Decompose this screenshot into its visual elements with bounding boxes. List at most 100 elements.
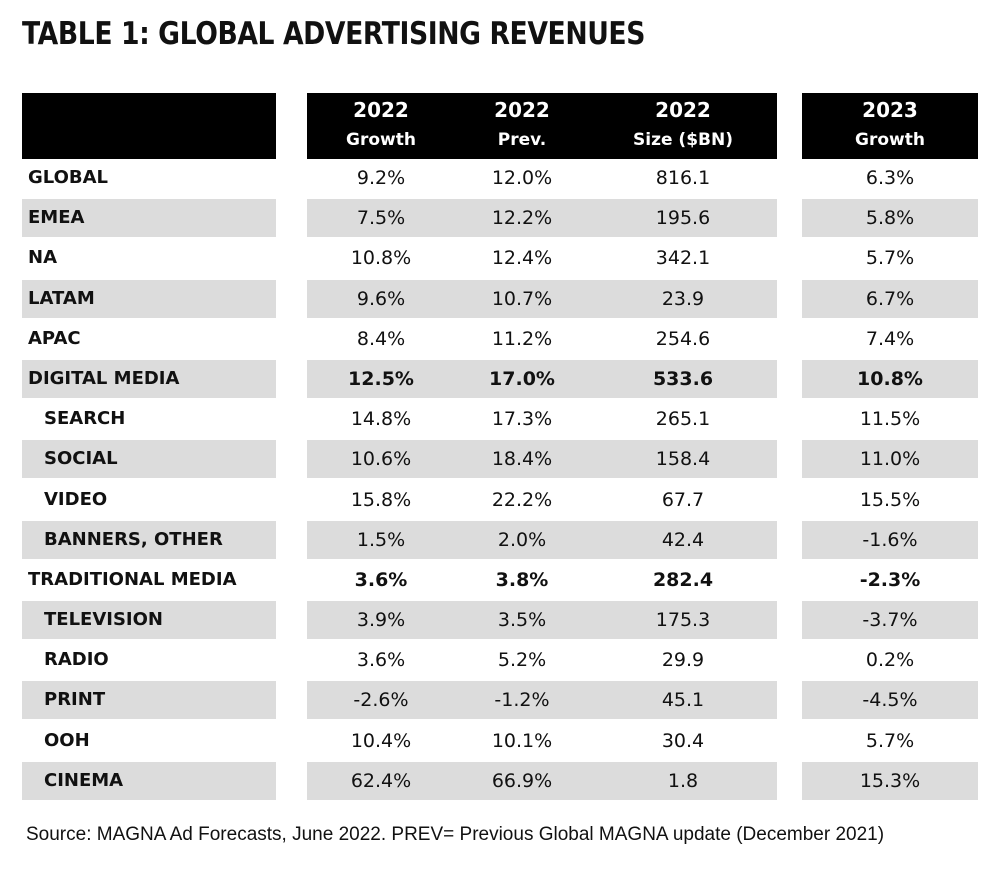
row-label: NA: [22, 239, 276, 277]
size-2022-cell: 282.4: [652, 568, 714, 591]
row-label-text: NA: [28, 247, 57, 269]
row-label: TRADITIONAL MEDIA: [22, 561, 276, 599]
row-label-text: PRINT: [44, 689, 106, 711]
row-label-text: VIDEO: [44, 488, 108, 510]
row-label: SEARCH: [22, 400, 276, 438]
growth-2023-cell: 15.3%: [802, 761, 978, 800]
size-2022-cell: 158.4: [589, 440, 777, 479]
growth-2022-cell: 10.4%: [350, 729, 412, 752]
size-2022-cell: 45.1: [589, 681, 777, 720]
growth-2022-cell: 12.5%: [307, 359, 455, 398]
row-label-text: TRADITIONAL MEDIA: [28, 568, 237, 590]
header-year: 2023: [862, 98, 918, 122]
table-row: BANNERS, OTHER 1.5% 2.0% 42.4 -1.6%: [22, 520, 978, 561]
header-year: 2022: [655, 98, 711, 122]
row-label-text: SEARCH: [44, 408, 126, 430]
growth-2023-cell: 6.7%: [802, 279, 978, 318]
growth-2023-cell: 0.2%: [865, 649, 915, 672]
size-2022-cell: 30.4: [661, 729, 705, 752]
row-label: EMEA: [22, 199, 276, 238]
table-row: OOH 10.4% 10.1% 30.4 5.7%: [22, 722, 978, 762]
header-growth-2022: 2022 Growth: [307, 93, 455, 159]
table-row: APAC 8.4% 11.2% 254.6 7.4%: [22, 320, 978, 360]
header-year: 2022: [353, 98, 409, 122]
row-label-text: OOH: [44, 729, 90, 751]
size-2022-cell: 23.9: [589, 279, 777, 318]
table-row: VIDEO 15.8% 22.2% 67.7 15.5%: [22, 481, 978, 521]
growth-2023-cell: -3.7%: [802, 601, 978, 640]
prev-2022-cell: 12.4%: [491, 247, 553, 270]
prev-2022-cell: 66.9%: [455, 761, 589, 800]
size-2022-cell: 265.1: [655, 408, 711, 431]
prev-2022-cell: 12.0%: [491, 167, 553, 189]
prev-2022-cell: 5.2%: [497, 649, 547, 672]
header-sub: Growth: [855, 130, 925, 150]
prev-2022-cell: 3.5%: [455, 601, 589, 640]
row-label-text: GLOBAL: [28, 167, 109, 188]
growth-2023-cell: 11.0%: [802, 440, 978, 479]
prev-2022-cell: -1.2%: [455, 681, 589, 720]
table-row: PRINT -2.6% -1.2% 45.1 -4.5%: [22, 681, 978, 721]
row-label-text: APAC: [28, 327, 81, 349]
size-2022-cell: 195.6: [589, 199, 777, 238]
row-label-text: RADIO: [44, 649, 109, 671]
size-2022-cell: 175.3: [589, 601, 777, 640]
growth-2022-cell: 7.5%: [307, 199, 455, 238]
size-2022-cell: 342.1: [655, 247, 711, 270]
growth-2023-cell: -2.3%: [859, 568, 921, 591]
header-prev-2022: 2022 Prev.: [455, 93, 589, 159]
row-label-text: LATAM: [28, 287, 95, 309]
growth-2022-cell: 9.6%: [307, 279, 455, 318]
row-label-text: SOCIAL: [44, 448, 118, 470]
table-row: CINEMA 62.4% 66.9% 1.8 15.3%: [22, 761, 978, 802]
row-label: OOH: [22, 722, 276, 760]
growth-2022-cell: 3.9%: [307, 601, 455, 640]
growth-2022-cell: 3.6%: [356, 649, 406, 672]
row-label: SOCIAL: [22, 440, 276, 479]
table-row: LATAM 9.6% 10.7% 23.9 6.7%: [22, 279, 978, 320]
row-label: VIDEO: [22, 481, 276, 519]
row-label: BANNERS, OTHER: [22, 520, 276, 559]
header-sub: Growth: [346, 130, 416, 150]
table-row: GLOBAL 9.2% 12.0% 816.1 6.3%: [22, 159, 978, 199]
source-note: Source: MAGNA Ad Forecasts, June 2022. P…: [26, 824, 885, 845]
growth-2022-cell: 15.8%: [350, 488, 412, 511]
table-row: TRADITIONAL MEDIA 3.6% 3.8% 282.4 -2.3%: [22, 561, 978, 601]
prev-2022-cell: 3.8%: [495, 568, 549, 591]
growth-2023-cell: 10.8%: [802, 359, 978, 398]
prev-2022-cell: 12.2%: [455, 199, 589, 238]
growth-2023-cell: 6.3%: [865, 167, 915, 189]
prev-2022-cell: 10.7%: [455, 279, 589, 318]
growth-2022-cell: 3.6%: [354, 568, 408, 591]
prev-2022-cell: 10.1%: [491, 729, 553, 752]
table-row: EMEA 7.5% 12.2% 195.6 5.8%: [22, 199, 978, 239]
table-row: SOCIAL 10.6% 18.4% 158.4 11.0%: [22, 440, 978, 480]
growth-2022-cell: 10.8%: [350, 247, 412, 270]
growth-2023-cell: 5.7%: [865, 729, 915, 752]
header-growth-2023: 2023 Growth: [802, 93, 978, 159]
row-label-text: CINEMA: [44, 769, 124, 791]
growth-2023-cell: 5.8%: [802, 199, 978, 238]
growth-2023-cell: 15.5%: [859, 488, 921, 511]
size-2022-cell: 816.1: [655, 167, 711, 189]
table-body: GLOBAL 9.2% 12.0% 816.1 6.3% EMEA 7.5% 12.2% 195…: [22, 159, 978, 802]
row-label: RADIO: [22, 641, 276, 679]
row-label: CINEMA: [22, 761, 276, 800]
growth-2022-cell: 62.4%: [307, 761, 455, 800]
growth-2022-cell: 10.6%: [307, 440, 455, 479]
prev-2022-cell: 18.4%: [455, 440, 589, 479]
size-2022-cell: 533.6: [589, 359, 777, 398]
header-year: 2022: [494, 98, 550, 122]
header-label-cell: [22, 93, 276, 159]
growth-2023-cell: -1.6%: [802, 520, 978, 559]
prev-2022-cell: 11.2%: [491, 327, 553, 350]
growth-2023-cell: 11.5%: [859, 408, 921, 431]
row-label: LATAM: [22, 279, 276, 318]
table-row: TELEVISION 3.9% 3.5% 175.3 -3.7%: [22, 601, 978, 641]
row-label: DIGITAL MEDIA: [22, 359, 276, 398]
prev-2022-cell: 22.2%: [491, 488, 553, 511]
table-title: TABLE 1: GLOBAL ADVERTISING REVENUES: [22, 16, 645, 52]
growth-2022-cell: 1.5%: [307, 520, 455, 559]
header-row: 2022 Growth 2022 Prev. 2022 Size ($BN) 2…: [22, 93, 978, 159]
prev-2022-cell: 17.0%: [455, 359, 589, 398]
